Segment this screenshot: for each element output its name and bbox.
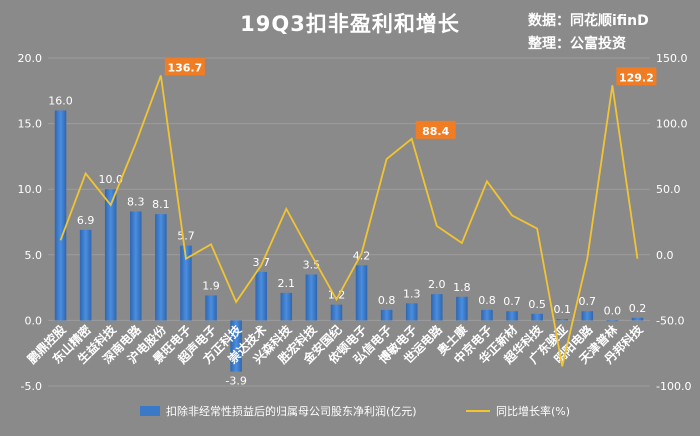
left-axis-tick-label: 5.0	[25, 249, 43, 262]
bar-value-label: -3.9	[225, 375, 246, 388]
left-axis-tick-label: 20.0	[18, 52, 43, 65]
bar	[355, 265, 368, 321]
bar-value-label: 0.8	[378, 294, 396, 307]
bar-value-label: 16.0	[48, 94, 73, 107]
bar-value-label: 0.7	[579, 295, 597, 308]
bar	[330, 304, 343, 321]
bar-value-label: 3.7	[252, 256, 270, 269]
bar	[531, 313, 543, 321]
bar	[130, 211, 142, 321]
bar-value-label: 2.1	[278, 277, 296, 290]
bar-value-label: 0.7	[503, 295, 521, 308]
bar-value-label: 8.3	[127, 196, 145, 209]
bar	[481, 309, 493, 321]
bar	[556, 319, 568, 321]
right-axis-tick-label: 0.0	[656, 249, 674, 262]
legend-bar-swatch	[140, 406, 160, 416]
left-axis-tick-label: 15.0	[18, 118, 43, 131]
bar	[380, 309, 393, 321]
bar	[230, 320, 242, 372]
legend-line-label: 同比增长率(%)	[496, 404, 570, 418]
growth-highlight-box	[616, 67, 657, 86]
bar	[506, 311, 518, 321]
bar-value-label: 1.8	[453, 281, 471, 294]
bar-value-label: 4.2	[353, 249, 371, 262]
bar-value-label: 0.2	[629, 302, 647, 315]
right-axis-tick-label: 50.0	[656, 183, 681, 196]
bar	[631, 317, 644, 321]
bar	[456, 296, 468, 321]
bar-value-label: 0.5	[528, 298, 546, 311]
bar	[255, 271, 267, 321]
bar	[606, 320, 619, 322]
chart-title: 19Q3扣非盈利和增长	[240, 12, 460, 36]
bar	[104, 189, 117, 321]
bar	[405, 303, 418, 321]
bar	[155, 214, 167, 321]
left-axis-tick-label: 0.0	[25, 314, 43, 327]
bar	[79, 229, 92, 321]
right-axis-tick-label: -50.0	[656, 314, 684, 327]
bar	[581, 311, 594, 321]
bar-value-label: 10.0	[98, 173, 123, 186]
right-axis-tick-label: 100.0	[656, 118, 688, 131]
bar	[180, 245, 192, 321]
bar	[280, 292, 293, 321]
bar	[305, 274, 318, 321]
growth-highlight-label: 136.7	[167, 61, 202, 74]
compiler-line: 整理：公富投资	[528, 36, 626, 52]
bar-value-label: 1.9	[202, 279, 220, 292]
legend-bar-label: 扣除非经常性损益后的归属母公司股东净利润(亿元)	[166, 404, 417, 418]
bar-value-label: 6.9	[77, 214, 95, 227]
bar-value-label: 0.1	[553, 303, 571, 316]
bar	[54, 110, 67, 321]
growth-highlight-box	[415, 120, 456, 139]
growth-line	[59, 75, 639, 367]
bar	[431, 294, 443, 321]
bar-value-label: 1.3	[403, 287, 421, 300]
growth-highlight-box	[164, 57, 205, 76]
bar-value-label: 0.0	[604, 304, 622, 317]
bar-value-label: 2.0	[428, 278, 446, 291]
left-axis-tick-label: -5.0	[21, 380, 42, 393]
growth-highlight-label: 129.2	[619, 71, 654, 84]
bar-value-label: 8.1	[152, 198, 170, 211]
growth-highlight-label: 88.4	[422, 125, 449, 138]
bar	[205, 295, 217, 321]
left-axis-tick-label: 10.0	[18, 183, 43, 196]
data-source-line: 数据：同花顺ifinD	[528, 13, 649, 29]
bar-value-label: 0.8	[478, 294, 496, 307]
right-axis-tick-label: 150.0	[656, 52, 688, 65]
bar-value-label: 5.7	[177, 230, 195, 243]
right-axis-tick-label: -100.0	[656, 380, 691, 393]
